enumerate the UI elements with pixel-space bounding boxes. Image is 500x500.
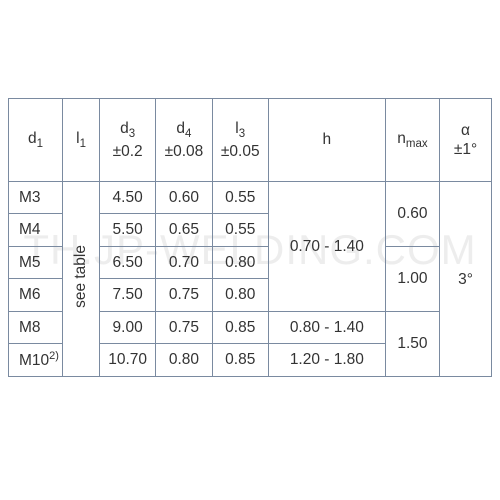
- cell-d3: 9.00: [99, 311, 155, 343]
- cell-l3: 0.55: [212, 214, 268, 246]
- col-header-l3: l3±0.05: [212, 99, 268, 182]
- cell-d4: 0.65: [156, 214, 212, 246]
- cell-d1: M5: [9, 246, 63, 278]
- cell-d1: M102): [9, 343, 63, 377]
- cell-d4: 0.75: [156, 311, 212, 343]
- cell-d3: 4.50: [99, 182, 155, 214]
- table-row: M3see table4.500.600.550.70 - 1.400.603°: [9, 182, 492, 214]
- cell-d3: 10.70: [99, 343, 155, 377]
- spec-table-container: d1 l1 d3±0.2 d4±0.08 l3±0.05 h nmax α±1°…: [8, 98, 492, 377]
- cell-l1: see table: [63, 182, 100, 377]
- cell-h: 0.80 - 1.40: [268, 311, 385, 343]
- col-header-d3: d3±0.2: [99, 99, 155, 182]
- cell-l3: 0.85: [212, 311, 268, 343]
- cell-l3: 0.80: [212, 279, 268, 311]
- cell-nmax: 0.60: [385, 182, 439, 247]
- col-header-h: h: [268, 99, 385, 182]
- cell-d4: 0.75: [156, 279, 212, 311]
- cell-nmax: 1.50: [385, 311, 439, 377]
- cell-d1: M8: [9, 311, 63, 343]
- cell-d3: 5.50: [99, 214, 155, 246]
- cell-d1: M4: [9, 214, 63, 246]
- cell-l3: 0.80: [212, 246, 268, 278]
- cell-d4: 0.80: [156, 343, 212, 377]
- cell-h: 1.20 - 1.80: [268, 343, 385, 377]
- cell-h: 0.70 - 1.40: [268, 182, 385, 312]
- col-header-l1: l1: [63, 99, 100, 182]
- col-header-nmax: nmax: [385, 99, 439, 182]
- col-header-d1: d1: [9, 99, 63, 182]
- cell-d1: M3: [9, 182, 63, 214]
- cell-d3: 6.50: [99, 246, 155, 278]
- cell-d3: 7.50: [99, 279, 155, 311]
- spec-table: d1 l1 d3±0.2 d4±0.08 l3±0.05 h nmax α±1°…: [8, 98, 492, 377]
- cell-a: 3°: [439, 182, 491, 377]
- col-header-a: α±1°: [439, 99, 491, 182]
- col-header-d4: d4±0.08: [156, 99, 212, 182]
- cell-d4: 0.60: [156, 182, 212, 214]
- table-header: d1 l1 d3±0.2 d4±0.08 l3±0.05 h nmax α±1°: [9, 99, 492, 182]
- cell-l3: 0.55: [212, 182, 268, 214]
- cell-l3: 0.85: [212, 343, 268, 377]
- cell-d4: 0.70: [156, 246, 212, 278]
- table-body: M3see table4.500.600.550.70 - 1.400.603°…: [9, 182, 492, 377]
- cell-d1: M6: [9, 279, 63, 311]
- cell-nmax: 1.00: [385, 246, 439, 311]
